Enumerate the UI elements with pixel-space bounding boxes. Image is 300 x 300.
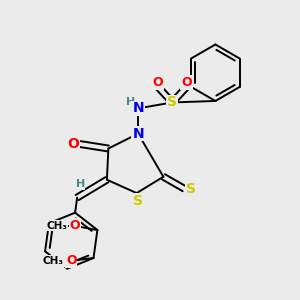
Text: N: N (132, 127, 144, 141)
Text: H: H (126, 97, 135, 107)
Text: O: O (181, 76, 192, 89)
Text: O: O (70, 219, 80, 232)
Text: O: O (68, 137, 80, 151)
Text: CH₃: CH₃ (47, 220, 68, 231)
Text: S: S (186, 182, 196, 196)
Text: S: S (133, 194, 143, 208)
Text: S: S (167, 95, 177, 110)
Text: N: N (132, 101, 144, 116)
Text: H: H (76, 179, 85, 189)
Text: O: O (153, 76, 163, 89)
Text: CH₃: CH₃ (43, 256, 64, 266)
Text: O: O (66, 254, 76, 268)
